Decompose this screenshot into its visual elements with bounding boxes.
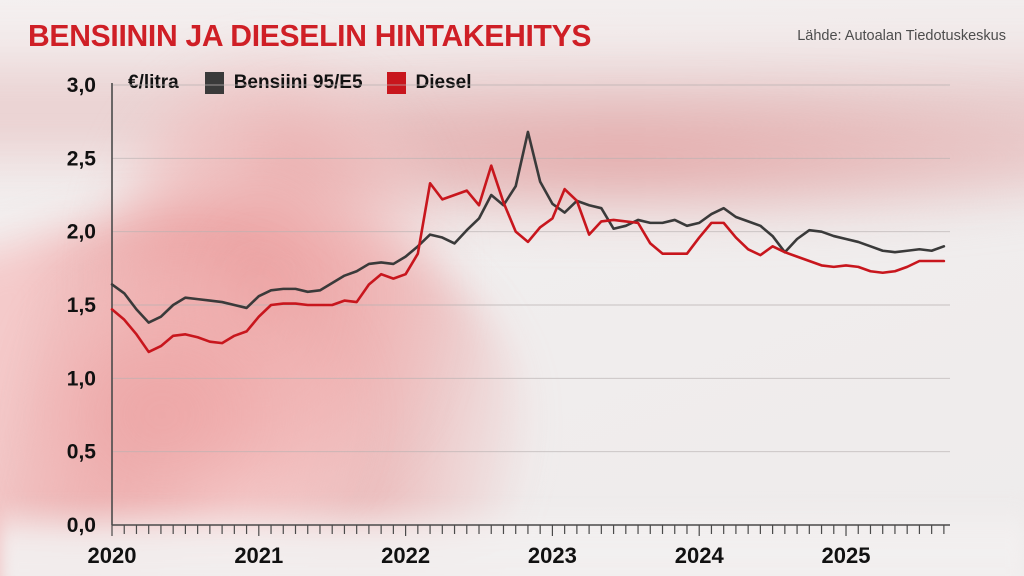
legend-swatch-bensiini <box>204 72 224 94</box>
chart-legend: €/litra Bensiini 95/E5 Diesel <box>128 70 496 96</box>
source-credit: Lähde: Autoalan Tiedotuskeskus <box>797 28 1006 44</box>
chart-series-lines <box>110 130 946 354</box>
page-title: BENSIININ JA DIESELIN HINTAKEHITYS <box>28 18 592 53</box>
y-axis-tick-label: 2,5 <box>67 147 97 170</box>
y-axis-tick-label: 3,0 <box>67 74 96 97</box>
legend-label-diesel: Diesel <box>415 72 472 93</box>
chart-gridlines <box>112 84 950 453</box>
series-line-diesel <box>110 164 946 354</box>
x-axis-tick-label: 2024 <box>675 543 725 568</box>
chart-axis-lines <box>111 83 950 526</box>
x-axis-tick-label: 2023 <box>528 543 577 568</box>
x-axis-minor-ticks <box>111 525 945 536</box>
y-axis-tick-label: 1,5 <box>67 294 97 317</box>
legend-item-bensiini[interactable]: Bensiini 95/E5 <box>204 72 363 94</box>
x-axis-tick-label: 2025 <box>822 543 871 568</box>
x-axis-tick-label: 2020 <box>88 543 137 568</box>
y-axis-tick-label: 1,0 <box>67 367 96 390</box>
legend-label-bensiini: Bensiini 95/E5 <box>233 72 363 93</box>
y-axis-tick-labels: 0,0 0,5 1,0 1,5 2,0 2,5 3,0 <box>67 74 97 537</box>
y-axis-tick-label: 0,5 <box>67 441 97 464</box>
y-axis-tick-label: 0,0 <box>67 514 96 537</box>
legend-item-diesel[interactable]: Diesel <box>386 72 472 94</box>
x-axis-tick-labels: 2020 2021 2022 2023 2024 2025 <box>88 543 871 568</box>
legend-swatch-diesel <box>386 72 406 94</box>
x-axis-tick-label: 2022 <box>381 543 430 568</box>
legend-unit-label: €/litra <box>128 72 179 93</box>
x-axis-tick-label: 2021 <box>234 543 283 568</box>
series-line-bensiini-95-e5 <box>110 130 946 324</box>
y-axis-tick-label: 2,0 <box>67 221 96 244</box>
